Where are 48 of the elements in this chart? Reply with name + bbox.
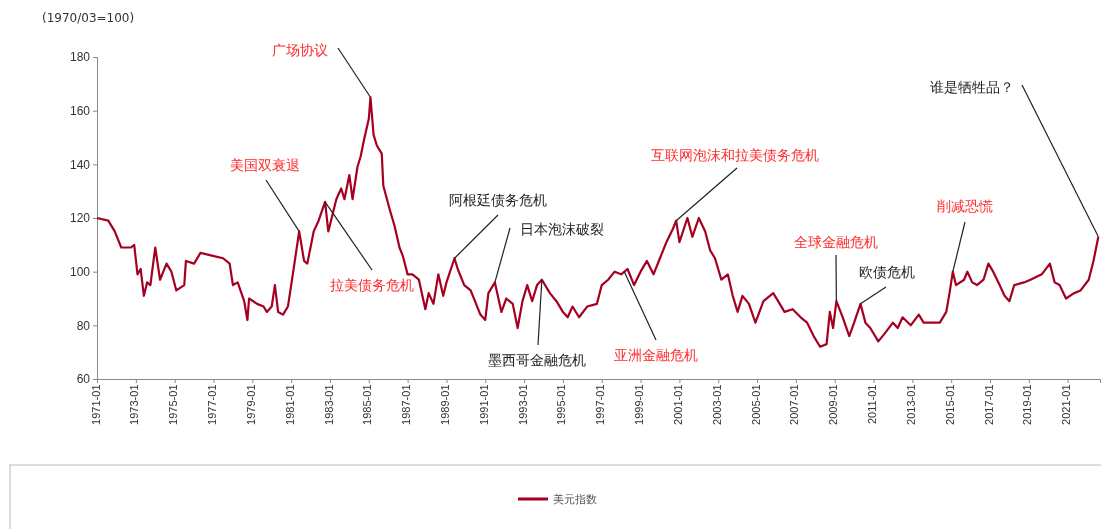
annotation: 欧债危机 [859, 264, 915, 280]
x-tick-label: 1997-01 [594, 384, 607, 425]
annotation: 拉美债务危机 [330, 277, 414, 293]
y-tick-label: 140 [69, 157, 91, 172]
annotation: 削减恐慌 [937, 198, 993, 214]
annotation: 墨西哥金融危机 [488, 352, 586, 368]
x-tick-label: 1985-01 [361, 384, 374, 425]
annotation: 阿根廷债务危机 [449, 192, 547, 208]
x-tick-label: 1973-01 [128, 384, 141, 425]
annotation: 谁是牺牲品？ [930, 79, 1014, 95]
x-tick-label: 1977-01 [206, 384, 219, 425]
x-tick-label: 1987-01 [400, 384, 413, 425]
x-tick-label: 2007-01 [788, 384, 801, 425]
annotation: 互联网泡沫和拉美债务危机 [651, 147, 819, 163]
x-tick-label: 1983-01 [322, 384, 335, 425]
y-tick-label: 100 [69, 265, 91, 280]
x-tick-label: 1993-01 [516, 384, 529, 425]
x-tick-label: 2021-01 [1060, 384, 1073, 425]
line-series [95, 96, 1100, 348]
x-tick-label: 2015-01 [943, 384, 956, 425]
y-tick-label: 80 [76, 318, 91, 333]
x-tick-label: 2001-01 [671, 384, 684, 425]
x-tick-label: 1999-01 [633, 384, 646, 425]
x-tick-label: 2019-01 [1021, 384, 1034, 425]
annotation: 美国双衰退 [230, 157, 300, 173]
x-tick-label: 2009-01 [827, 384, 840, 425]
annotation: 广场协议 [272, 42, 328, 58]
x-tick-label: 1991-01 [477, 384, 490, 425]
x-tick-label: 2005-01 [749, 384, 762, 425]
x-tick-label: 2013-01 [904, 384, 917, 425]
annotation: 亚洲金融危机 [614, 347, 698, 363]
x-tick-label: 1975-01 [167, 384, 180, 425]
y-axis-title: (1970/03=100) [42, 11, 135, 25]
x-tick-label: 1995-01 [555, 384, 568, 425]
x-tick-label: 1989-01 [439, 384, 452, 425]
x-tick-label: 2011-01 [866, 384, 879, 425]
x-tick-label: 1981-01 [283, 384, 296, 425]
x-tick-label: 2017-01 [982, 384, 995, 425]
x-tick-label: 2003-01 [710, 384, 723, 425]
x-tick-label: 1979-01 [244, 384, 257, 425]
y-tick-label: 160 [69, 104, 91, 119]
x-tick-label: 1971-01 [89, 384, 102, 425]
y-tick-label: 120 [69, 211, 91, 226]
legend-label: 美元指数 [553, 493, 597, 506]
annotation: 全球金融危机 [794, 234, 878, 250]
annotation: 日本泡沫破裂 [520, 221, 604, 237]
y-tick-label: 180 [69, 50, 91, 65]
y-tick-label: 60 [76, 372, 91, 387]
